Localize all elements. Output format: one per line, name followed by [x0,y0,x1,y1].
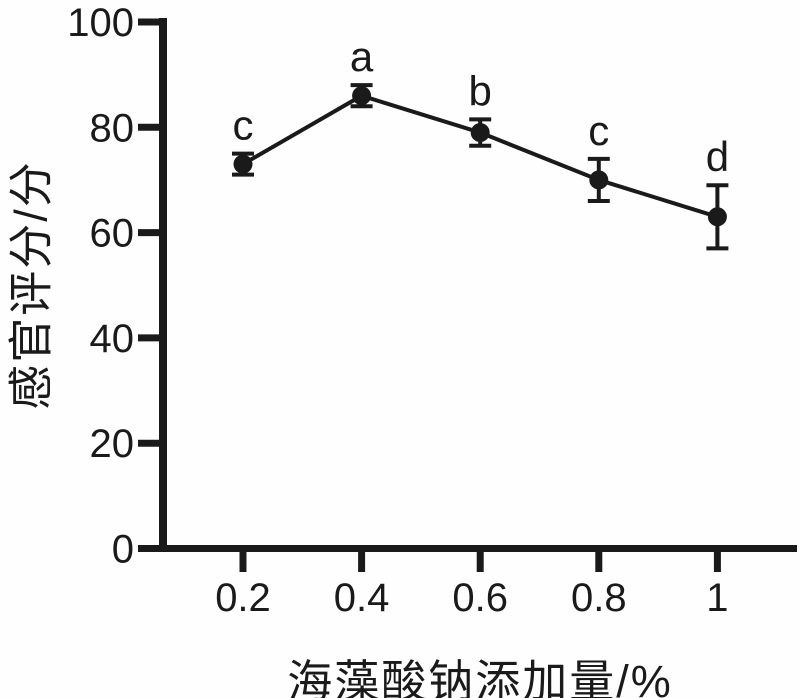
y-tick-label: 100 [67,1,134,45]
point-label: a [350,33,374,80]
data-point [707,207,727,227]
y-tick-label: 0 [112,528,134,572]
point-label: b [469,67,492,114]
point-label: d [706,133,729,180]
x-tick-label: 0.2 [215,576,271,620]
y-tick-label: 80 [90,106,135,150]
x-tick-label: 1 [706,576,728,620]
data-point [233,154,253,174]
x-tick-label: 0.6 [452,576,508,620]
point-label: c [233,102,254,149]
data-point [352,86,372,106]
y-axis-title: 感官评分/分 [5,160,57,410]
x-tick-label: 0.4 [334,576,390,620]
data-point [470,123,490,143]
point-label: c [588,107,609,154]
data-point [589,170,609,190]
y-tick-label: 60 [90,212,135,256]
x-tick-label: 0.8 [571,576,627,620]
x-axis-title: 海藻酸钠添加量/% [287,656,673,698]
y-tick-label: 40 [90,317,135,361]
y-tick-label: 20 [90,422,135,466]
